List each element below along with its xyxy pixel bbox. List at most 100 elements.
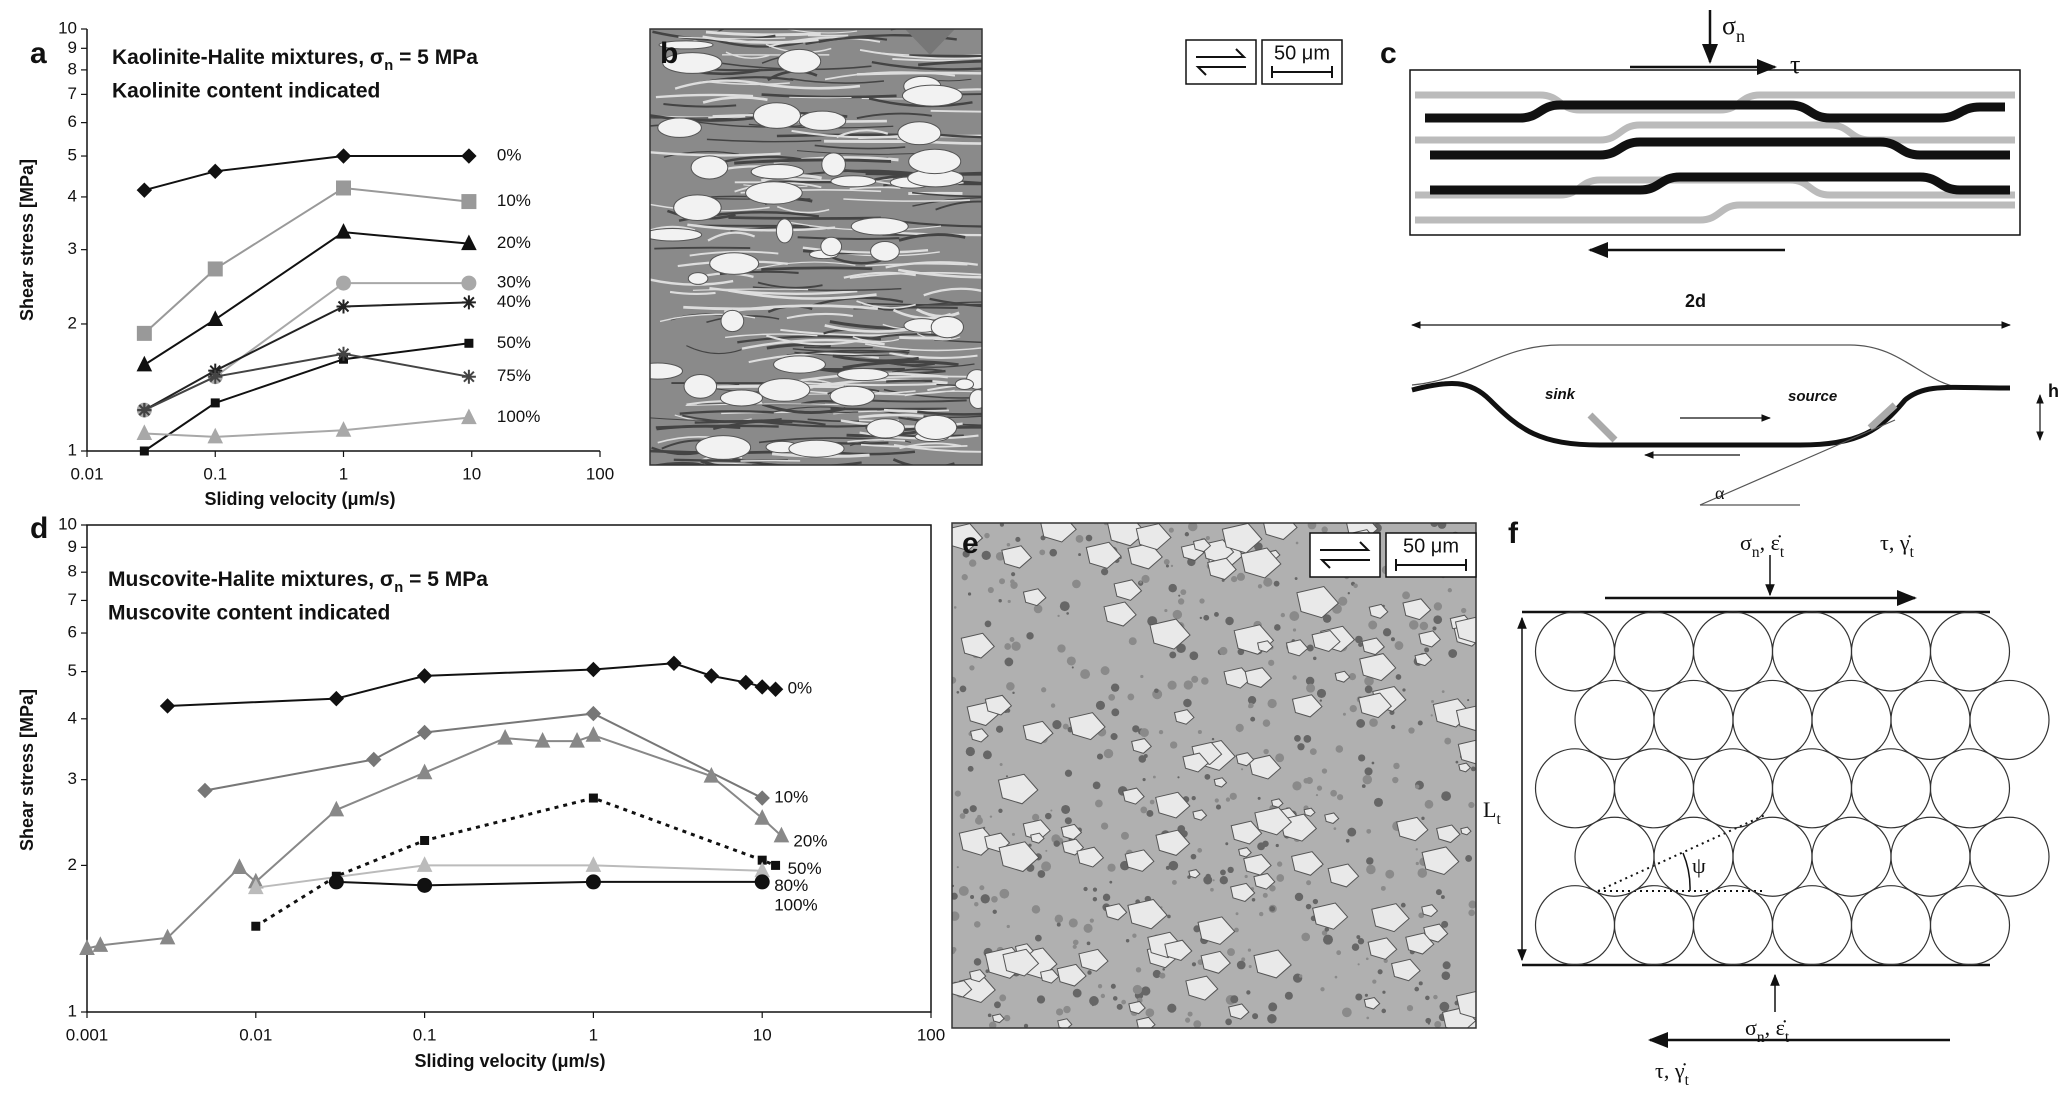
texture [1366,1016,1370,1020]
texture [1251,898,1256,902]
texture [1063,1005,1071,1014]
grain [1458,762,1472,773]
normal-stress-label-part: t [1785,1029,1790,1046]
grain [837,368,889,382]
texture [977,814,982,819]
texture [984,620,992,628]
texture [687,223,836,232]
texture [1089,918,1094,923]
grain [820,236,843,257]
texture [952,892,958,900]
texture [1177,598,1185,605]
series-line [143,342,470,452]
texture [956,690,960,694]
texture [1418,981,1423,986]
shear-sense-box [1185,39,1257,85]
x-tick-label: 10 [753,1025,772,1044]
texture [1125,938,1130,943]
texture [1152,775,1156,779]
texture [1092,781,1101,790]
texture [1425,1017,1432,1024]
chart-title-part: = 5 MPa [403,568,488,591]
grain [1127,898,1168,930]
texture [1364,676,1374,686]
grain [998,841,1040,873]
marker [207,310,224,326]
texture [1168,527,1174,533]
texture [987,1013,992,1018]
marker [231,858,248,875]
texture [1190,655,1193,658]
texture [974,901,979,907]
texture [766,343,831,350]
grain [777,48,822,74]
texture [1336,950,1342,956]
texture [1247,695,1257,705]
texture [1167,680,1177,690]
grain [960,632,995,659]
x-tick-label: 0.001 [66,1025,109,1044]
texture [898,416,982,427]
texture [1330,789,1337,797]
texture [846,433,964,438]
texture [883,408,949,412]
texture [737,335,882,344]
grain [1421,904,1439,918]
texture [1010,581,1018,589]
texture [1085,534,1093,542]
grain [1149,618,1191,650]
grain [1263,523,1298,541]
texture [1071,666,1074,669]
texture [1110,733,1118,741]
texture [1248,965,1252,969]
texture [761,93,897,99]
texture [954,790,961,797]
texture [1430,714,1433,717]
grain [1334,670,1351,683]
texture [1306,880,1312,886]
marker [207,261,223,277]
texture [706,138,822,143]
texture [1461,607,1467,614]
grain [1460,826,1472,836]
texture [1189,651,1199,661]
texture [1212,879,1215,882]
length-label-part: t [1496,811,1501,828]
panel-label: b [660,37,678,70]
texture [1032,813,1040,821]
scale-bar-label: 50 μm [1274,42,1330,64]
texture [852,336,900,343]
series-line [86,734,783,950]
grain [969,728,989,743]
texture [889,352,978,359]
texture [1183,698,1192,708]
texture [843,271,916,279]
texture [1225,797,1231,802]
marker [335,223,352,239]
normal-stress-label-part: , ε̇ [1760,530,1782,555]
marker [207,427,224,444]
texture [1149,799,1155,805]
texture [1320,987,1325,992]
texture [1011,572,1016,577]
texture [963,808,969,815]
texture [849,186,901,190]
texture [1041,861,1052,872]
grain-circle [1929,611,2011,692]
marker [464,338,474,348]
texture [655,424,779,429]
texture [654,246,751,250]
micrograph-frame [951,522,1477,1029]
marker [754,809,771,825]
texture [1199,598,1205,604]
texture [1357,938,1365,945]
grain [1185,975,1219,1001]
marker [336,275,351,291]
marker [136,182,153,198]
texture [871,60,982,71]
panel-label: f [1508,517,1519,550]
texture [1214,612,1219,617]
texture [1417,720,1423,726]
texture [979,885,985,891]
texture [1257,584,1263,589]
